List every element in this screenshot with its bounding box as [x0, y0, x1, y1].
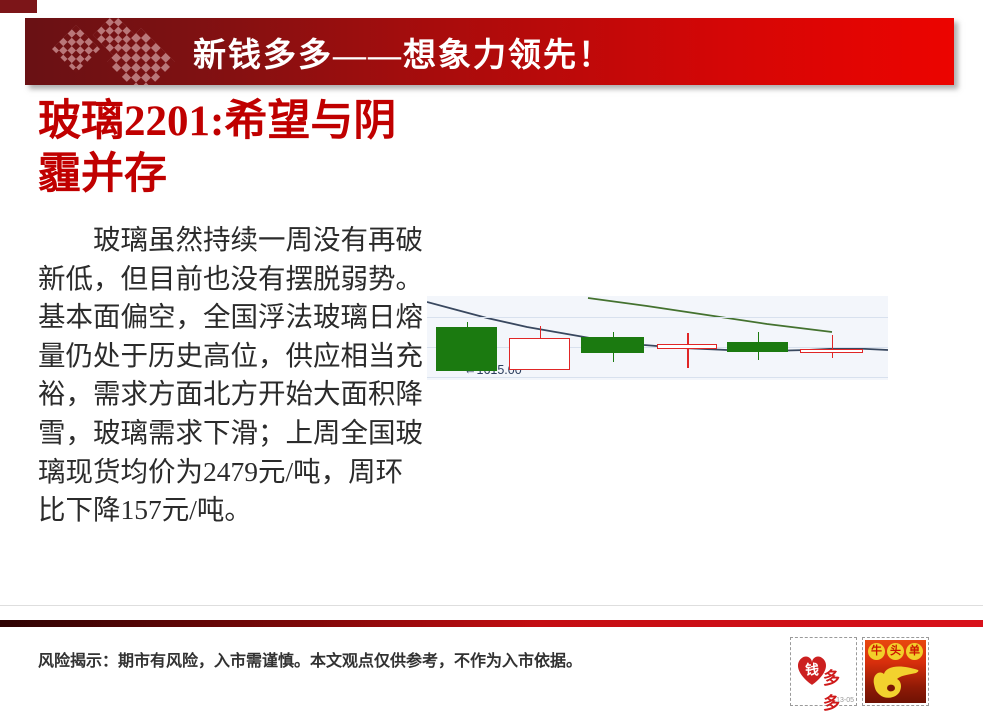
banner-title: 新钱多多——想象力领先！	[193, 37, 613, 74]
candle-body	[509, 338, 570, 370]
candle-wick	[687, 333, 689, 368]
candle-body	[657, 344, 717, 349]
circle-char: 单	[906, 643, 923, 660]
footer-divider-bar	[0, 620, 983, 627]
candle-body	[727, 342, 788, 352]
heart-char: 钱	[805, 661, 819, 677]
candlestick-chart: ←1615.00	[427, 296, 888, 380]
stamp-corner-text: 13-05	[836, 697, 854, 704]
candle-wick	[831, 335, 833, 358]
footer-divider-line	[0, 605, 983, 606]
analysis-paragraph: 玻璃虽然持续一周没有再破 新低，但目前也没有摆脱弱势。 基本面偏空，全国浮法玻璃…	[38, 224, 423, 526]
heart-icon: 钱	[797, 656, 827, 685]
candle-body	[581, 337, 644, 353]
gridline	[427, 377, 888, 378]
niutoudan-title-circles: 牛 头 单	[865, 643, 926, 660]
green-trend-line	[587, 297, 833, 333]
bull-head-icon	[873, 666, 919, 698]
niutoudan-logo: 牛 头 单	[862, 637, 929, 706]
page-title: 玻璃2201:希望与阴 霾并存	[38, 98, 397, 199]
qianduoduo-text: 多多	[823, 669, 841, 713]
gridline	[427, 317, 888, 318]
circle-char: 头	[887, 643, 904, 660]
candle-body	[436, 327, 497, 371]
header-banner: 新钱多多——想象力领先！	[25, 18, 954, 85]
lattice-diamond-icon	[51, 24, 101, 74]
risk-disclaimer: 风险揭示：期市有风险，入市需谨慎。本文观点仅供参考，不作为入市依据。	[38, 653, 583, 670]
corner-tab	[0, 0, 37, 13]
circle-char: 牛	[868, 643, 885, 660]
qianduoduo-logo: 钱 多多 13-05	[790, 637, 857, 713]
candle-body	[800, 349, 863, 353]
